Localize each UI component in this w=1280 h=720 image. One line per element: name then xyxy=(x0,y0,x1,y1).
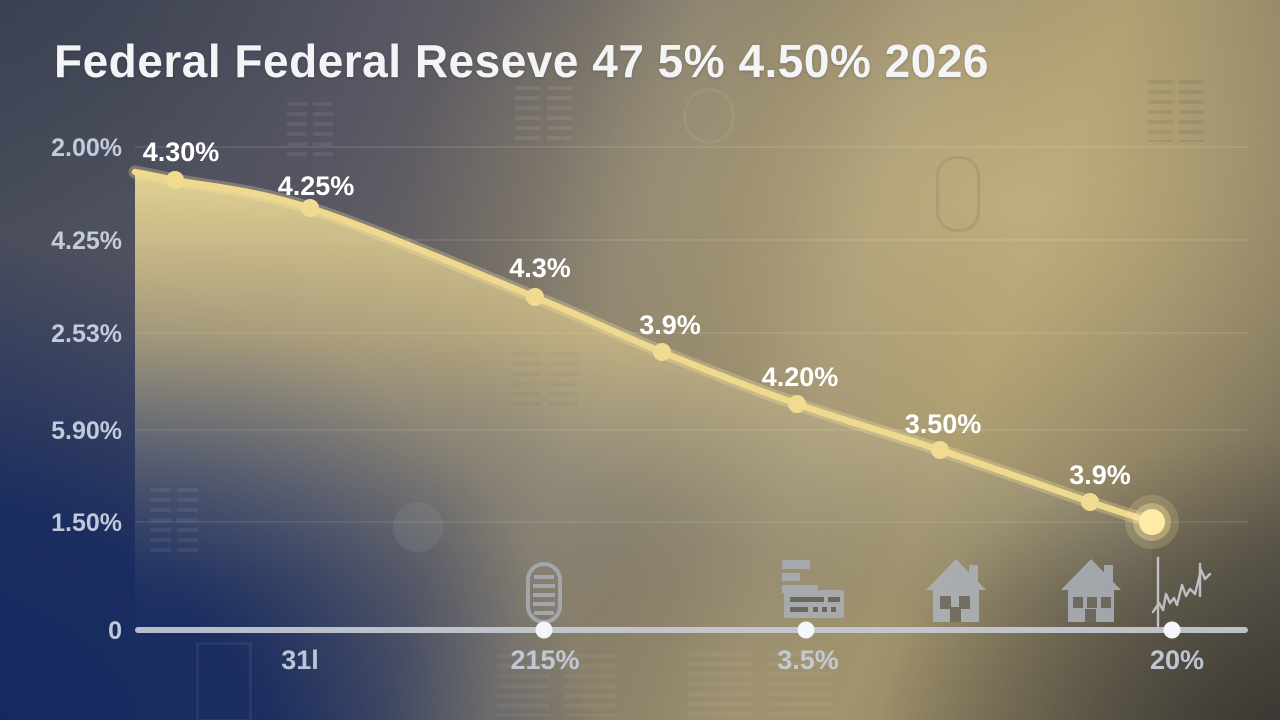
data-point-marker xyxy=(526,288,544,306)
x-axis-line xyxy=(135,627,1248,633)
data-point-marker xyxy=(1081,493,1099,511)
data-point-label: 3.9% xyxy=(639,310,701,340)
data-point-label: 4.30% xyxy=(143,137,220,167)
y-axis-tick-label: 2.53% xyxy=(51,320,122,348)
x-axis-tick-label: 3.5% xyxy=(777,645,839,675)
y-axis-tick-label: 0 xyxy=(108,617,122,645)
y-axis-tick-label: 5.90% xyxy=(51,417,122,445)
x-axis-tick-label: 215% xyxy=(510,645,579,675)
data-point-label: 4.25% xyxy=(278,171,355,201)
end-point-marker xyxy=(1139,509,1165,535)
x-axis-dot xyxy=(797,621,815,639)
y-axis-tick-label: 2.00% xyxy=(51,134,122,162)
x-axis-tick-label: 31l xyxy=(281,645,319,675)
page-title: Federal Federal Reseve 47 5% 4.50% 2026 xyxy=(54,35,989,87)
data-point-marker xyxy=(301,199,319,217)
y-axis-tick-label: 1.50% xyxy=(51,509,122,537)
data-point-label: 4.3% xyxy=(509,253,571,283)
x-axis-tick-label: 20% xyxy=(1150,645,1204,675)
area-fill xyxy=(135,172,1152,642)
data-point-marker xyxy=(788,395,806,413)
data-point-label: 3.9% xyxy=(1069,460,1131,490)
data-point-marker xyxy=(166,171,184,189)
signature-icon xyxy=(1151,556,1212,628)
data-point-label: 3.50% xyxy=(905,409,982,439)
data-point-marker xyxy=(653,343,671,361)
data-point-marker xyxy=(931,441,949,459)
y-axis-tick-label: 4.25% xyxy=(51,227,122,255)
x-axis-dot xyxy=(535,621,553,639)
data-point-label: 4.20% xyxy=(762,362,839,392)
x-axis-dot xyxy=(1163,621,1181,639)
